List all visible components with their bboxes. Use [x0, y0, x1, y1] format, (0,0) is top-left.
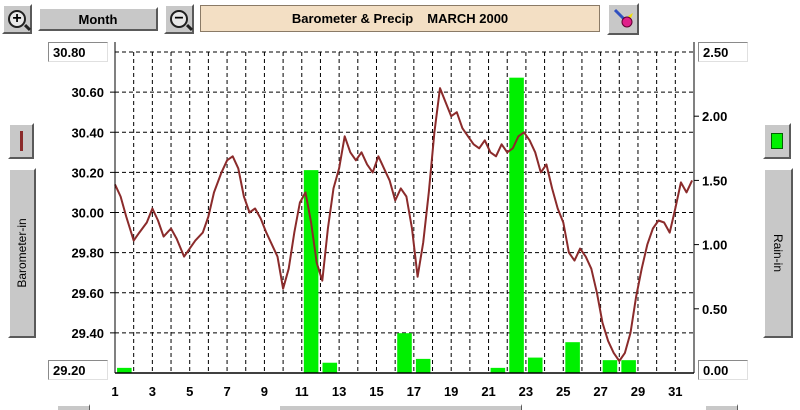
day-tick-label: 11 [295, 384, 309, 399]
paint-tool-icon [613, 8, 633, 28]
chart-title-main: Barometer & Precip [291, 11, 414, 26]
day-tick-label: 27 [593, 384, 607, 399]
rain-tick-label: 0.50 [702, 302, 727, 317]
rain-bar [621, 360, 636, 373]
barometer-tick-label: 29.80 [71, 246, 104, 261]
rain-bar [509, 77, 524, 374]
barometer-axis-button[interactable]: Barometer-in [8, 168, 36, 338]
rain-bar [527, 357, 543, 373]
rain-bar [490, 367, 506, 373]
zoom-in-button[interactable]: + [2, 4, 32, 34]
day-tick-label: 29 [631, 384, 645, 399]
day-tick-label: 25 [556, 384, 570, 399]
rain-tick-label: 1.00 [702, 238, 727, 253]
day-tick-label: 23 [519, 384, 533, 399]
rain-bars [117, 77, 636, 374]
rain-bar [415, 358, 431, 373]
period-button[interactable]: Month [38, 7, 158, 31]
rain-tick-labels: 0.50 1.00 1.50 2.00 [694, 109, 727, 317]
rain-min-label: 0.00 [698, 360, 748, 380]
day-tick-label: 1 [111, 384, 118, 399]
day-tick-label: 5 [186, 384, 193, 399]
rain-bar [565, 342, 580, 373]
barometer-tick-label: 30.60 [71, 85, 104, 100]
barometer-tick-label: 30.20 [71, 165, 104, 180]
day-tick-label: 21 [481, 384, 495, 399]
rain-axis-button[interactable]: Rain-in [763, 168, 793, 338]
rain-swatch-mark [771, 133, 783, 149]
day-tick-label: 13 [332, 384, 346, 399]
day-tick-label: 19 [444, 384, 458, 399]
rain-bar [602, 360, 618, 373]
barometer-swatch-mark [20, 131, 23, 151]
day-tick-label: 31 [668, 384, 682, 399]
barometer-tick-label: 29.40 [71, 326, 104, 341]
day-tick-label: 15 [369, 384, 383, 399]
rain-bar [322, 362, 338, 373]
scroll-thumb[interactable] [278, 404, 522, 410]
barometer-color-swatch[interactable] [8, 123, 34, 159]
plot-frame [114, 42, 695, 374]
chart-title: Barometer & Precip MARCH 2000 [200, 5, 600, 32]
barometer-line [114, 87, 694, 362]
zoom-out-button[interactable]: − [164, 4, 194, 34]
period-button-label: Month [78, 11, 118, 27]
day-tick-label: 17 [407, 384, 421, 399]
chart-grid [114, 51, 695, 374]
zoom-out-icon: − [170, 10, 188, 28]
barometer-max-label: 30.80 [48, 42, 108, 62]
day-tick-label: 7 [223, 384, 230, 399]
scroll-right-button[interactable] [704, 404, 738, 410]
barometer-min-label: 29.20 [48, 360, 108, 380]
rain-bar [303, 170, 319, 373]
rain-tick-label: 1.50 [702, 173, 727, 188]
rain-bar [117, 367, 132, 373]
day-tick-labels: 1 3 5 7 9 11 13 15 17 19 21 23 25 27 29 31 [111, 384, 682, 399]
scroll-left-button[interactable] [56, 404, 90, 410]
rain-max-label: 2.50 [698, 42, 748, 62]
rain-color-swatch[interactable] [763, 123, 791, 159]
barometer-tick-label: 30.00 [71, 206, 104, 221]
barometer-tick-labels: 29.40 29.60 29.80 30.00 30.20 30.40 30.60 [71, 85, 115, 341]
paint-tool-button[interactable] [607, 3, 639, 35]
barometer-tick-label: 30.40 [71, 125, 104, 140]
barometer-tick-label: 29.60 [71, 286, 104, 301]
day-tick-label: 9 [261, 384, 268, 399]
day-tick-label: 3 [149, 384, 156, 399]
zoom-in-icon: + [8, 10, 26, 28]
rain-tick-label: 2.00 [702, 109, 727, 124]
rain-bar [397, 333, 412, 373]
chart-title-period: MARCH 2000 [427, 11, 509, 26]
